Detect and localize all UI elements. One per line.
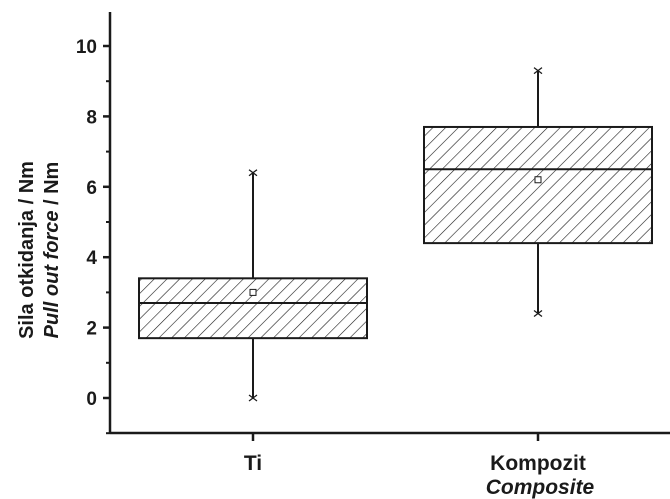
y-axis-label-alt-unit: / Nm [41, 162, 63, 211]
max-marker [248, 169, 258, 177]
y-tick-label: 4 [86, 248, 97, 269]
min-marker [248, 394, 258, 402]
box-kompozit [423, 67, 653, 318]
boxes [138, 67, 653, 402]
y-tick-label: 0 [86, 389, 97, 410]
mean-marker [534, 176, 542, 184]
y-axis-label: Sila otkidanja / Nm [16, 161, 38, 339]
box-ti [138, 169, 368, 402]
max-marker [533, 67, 543, 75]
y-axis-label-alt-italic: Pull out force [41, 211, 63, 339]
x-tick-label: Ti [244, 452, 262, 475]
y-axis-label-alt: Pull out force / Nm [41, 162, 63, 339]
y-axis-title: Sila otkidanja / Nm Pull out force / Nm [16, 161, 63, 339]
y-tick-label: 8 [86, 107, 97, 128]
y-tick-label: 2 [86, 319, 97, 340]
min-marker [533, 309, 543, 318]
iqr-box [138, 277, 368, 340]
y-tick-label: 10 [76, 37, 97, 58]
x-tick-label-alt: Composite [486, 476, 595, 499]
mean-marker [249, 288, 257, 296]
x-tick-label: Kompozit [490, 452, 586, 475]
y-tick-label: 6 [86, 178, 97, 199]
y-ticks: 0 2 4 6 8 10 [76, 37, 110, 435]
iqr-box [423, 125, 653, 245]
